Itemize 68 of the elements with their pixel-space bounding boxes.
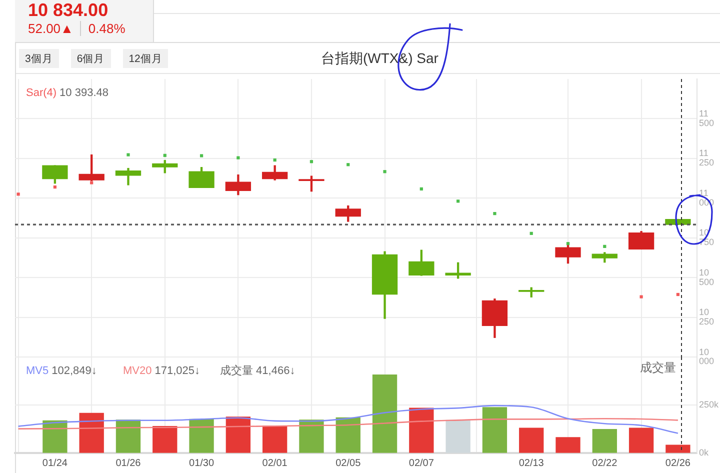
bar [482,407,508,453]
bar [189,418,214,453]
point [53,185,56,189]
y-tick-label: 250k [699,399,720,410]
point [493,212,496,216]
text: MV5 [26,365,49,378]
bar [262,426,288,453]
text: 0.48% [80,21,126,36]
x-tick-label: 02/01 [262,458,288,469]
x-tick-label: 01/30 [189,458,214,469]
line-series [18,418,679,430]
point [566,242,570,246]
point [310,160,314,164]
point [346,163,350,166]
point [90,181,94,184]
point [456,200,460,203]
bar [336,417,360,453]
x-tick-label: 02/07 [408,458,434,469]
bar [409,408,434,453]
point [163,154,166,157]
bar [628,428,654,453]
bar [519,428,544,453]
text: 52.00▲ [28,21,74,36]
point [236,156,240,160]
text: 3個月 [25,53,53,65]
x-tick-label: 02/05 [336,458,362,469]
text: 6個月 [76,53,105,65]
bar [666,444,690,453]
text: MV20 [123,365,152,378]
x-tick-label: 01/26 [116,458,142,469]
point [676,292,680,296]
bar [116,420,141,453]
point [603,244,606,248]
annotation: 171,025↓ [154,365,200,378]
bar [372,374,398,453]
point [530,232,533,235]
bar [152,426,178,453]
text: 10 834.00 [28,0,108,20]
line-series [18,404,679,434]
y-tick-label: 10 000 [699,346,714,366]
y-tick-label: 0k [699,447,710,458]
x-tick-label: 02/26 [665,458,691,469]
annotation: 成交量 41,466↓ [220,364,296,378]
point [420,187,423,190]
annotation: 102,849↓ [52,365,97,378]
x-tick-label: 01/24 [42,458,68,469]
bar [556,437,580,453]
point [383,170,386,174]
y-axis-title: 成交量 [640,360,676,374]
y-tick-label: 11 500 [699,108,714,128]
y-tick-label: 10 500 [699,267,714,287]
bar [299,420,324,453]
text: 12個月 [128,53,162,65]
point [273,158,276,162]
point [16,192,20,196]
bar [79,412,104,453]
y-tick-label: 10 250 [699,307,714,326]
bar [592,429,617,453]
x-tick-label: 02/22 [592,458,618,469]
point [200,154,204,158]
bar [42,420,68,453]
point [126,153,130,156]
annotation: 10 393.48 [60,87,108,100]
x-tick-label: 02/13 [518,458,544,469]
point [640,295,643,298]
text: Sar(4) [26,87,57,100]
bar [226,416,251,453]
y-tick-label: 11 250 [699,148,714,168]
